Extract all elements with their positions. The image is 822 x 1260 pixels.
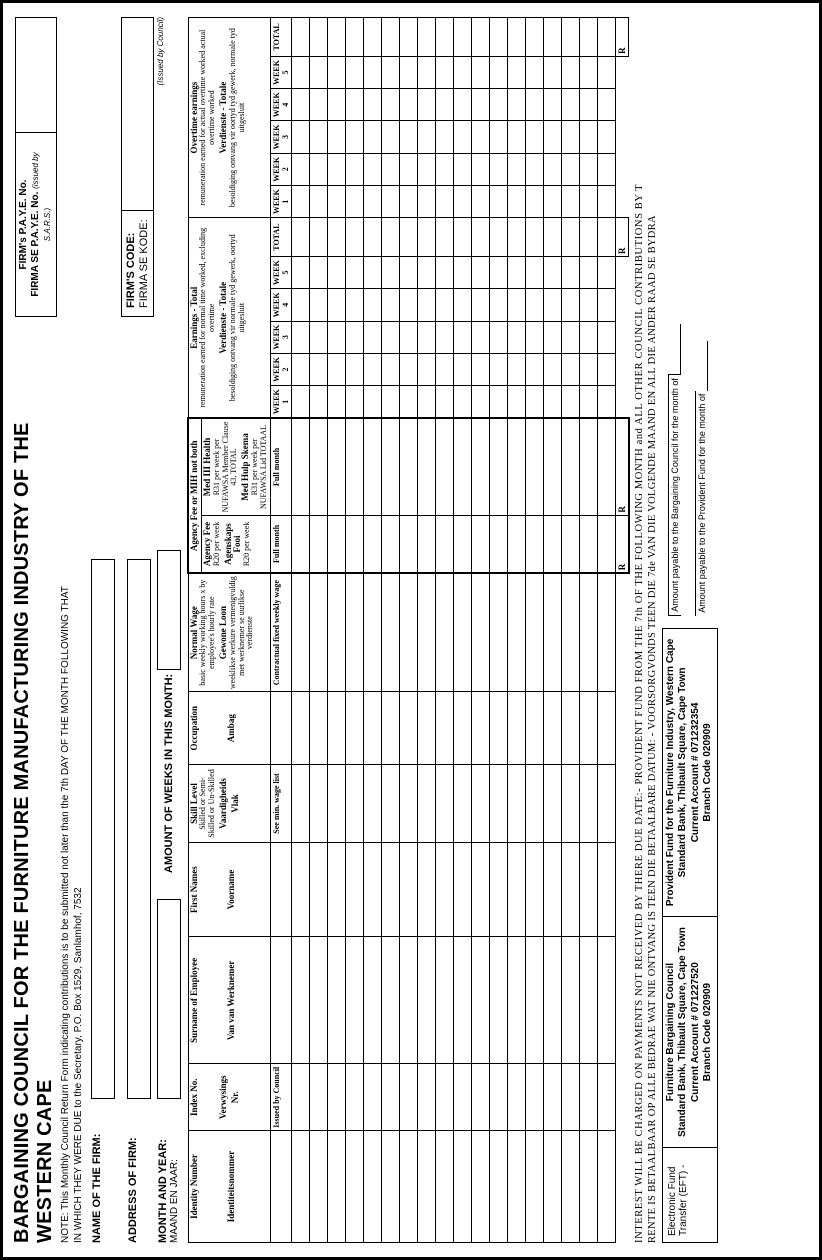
note-text: NOTE: This Monthly Council Return Form i…	[60, 317, 85, 1243]
col-agency-fee: Agency Fee R20 per week Agenskaps Fooi R…	[201, 515, 270, 573]
table-row[interactable]	[525, 18, 543, 1243]
issued-by-council: Issued by Council	[270, 1064, 291, 1131]
table-row[interactable]	[597, 18, 615, 1243]
col-identity: Identity Number Identiteitsnommer	[188, 1131, 270, 1243]
interest-note: INTEREST WILL BE CHARGED ON PAYMENTS NOT…	[634, 17, 645, 1243]
col-surname: Surname of Employee Van van Werknemer	[188, 937, 270, 1064]
rente-note: RENTE IS BETAALBAAR OP ALLE BEDRAE WAT N…	[647, 17, 658, 1243]
total-r-ot: R	[615, 18, 629, 57]
table-row[interactable]	[489, 18, 507, 1243]
week4-e: WEEK 4	[270, 289, 291, 321]
table-row[interactable]	[453, 18, 471, 1243]
firm-address-label: ADDRESS OF FIRM:	[127, 1103, 151, 1243]
col-normal-wage: Normal Wage basic weekly working hours x…	[188, 573, 270, 691]
paye-field[interactable]	[16, 18, 56, 132]
weeks-field[interactable]	[157, 550, 181, 670]
firm-address-field[interactable]	[127, 559, 151, 1099]
table-row[interactable]	[309, 18, 327, 1243]
week3-o: WEEK 3	[270, 121, 291, 153]
week2-o: WEEK 2	[270, 153, 291, 185]
table-row[interactable]	[543, 18, 561, 1243]
table-row[interactable]	[381, 18, 399, 1243]
col-firstnames: First Names Voorname	[188, 842, 270, 937]
return-table: Identity Number Identiteitsnommer Index …	[187, 17, 630, 1243]
table-row[interactable]	[417, 18, 435, 1243]
table-row[interactable]	[579, 18, 597, 1243]
firm-code-box: FIRM'S CODE: FIRMA SE KODE:	[121, 17, 154, 317]
bank-provident: Provident Fund for the Furniture Industr…	[663, 629, 717, 916]
week3-e: WEEK 3	[270, 321, 291, 353]
week5-e: WEEK 5	[270, 256, 291, 288]
see-wage-list: See min. wage list	[270, 765, 291, 842]
col-mih: Med III Health R31 per week per NUFAWSA …	[201, 418, 270, 515]
issued-note: (Issued by Council)	[156, 17, 165, 317]
fullmonth-agency: Full month	[270, 515, 291, 573]
table-row[interactable]	[507, 18, 525, 1243]
firm-name-field[interactable]	[91, 559, 115, 1099]
weeks-label: AMOUNT OF WEEKS IN THIS MONTH:	[163, 674, 175, 873]
table-row[interactable]	[363, 18, 381, 1243]
month-year-label: MONTH AND YEAR: MAAND EN JAAR:	[157, 1103, 181, 1243]
table-row[interactable]	[435, 18, 453, 1243]
total-o: TOTAL	[270, 18, 291, 57]
eft-label: Electronic FundTransfer (EFT) -	[663, 1147, 717, 1242]
month-year-field[interactable]	[157, 899, 181, 1099]
fullmonth-mih: Full month	[270, 418, 291, 515]
table-row[interactable]	[561, 18, 579, 1243]
page-title: BARGAINING COUNCIL FOR THE FURNITURE MAN…	[11, 317, 57, 1243]
week2-e: WEEK 2	[270, 353, 291, 385]
table-row[interactable]	[399, 18, 417, 1243]
table-row[interactable]	[471, 18, 489, 1243]
firm-code-field[interactable]	[122, 40, 153, 210]
contractual-wage: Contractual fixed weekly wage	[270, 573, 291, 691]
col-overtime: Overtime earnings remuneration earned fo…	[188, 18, 270, 218]
col-index: Index No. Verwysings Nr.	[188, 1064, 270, 1131]
table-row[interactable]	[345, 18, 363, 1243]
table-row[interactable]	[327, 18, 345, 1243]
bank-council: Furniture Bargaining Council Standard Ba…	[663, 916, 717, 1147]
col-agency-group: Agency Fee or MIH not both	[188, 418, 201, 573]
week1-o: WEEK 1	[270, 185, 291, 217]
col-earnings: Earnings - Total remuneration earned for…	[188, 218, 270, 419]
total-r-earn: R	[615, 218, 629, 257]
paye-box: FIRM's P.A.Y.E. No. FIRMA SE P.A.Y.E. No…	[15, 17, 57, 317]
week4-o: WEEK 4	[270, 89, 291, 121]
eft-box: Electronic FundTransfer (EFT) - Furnitur…	[662, 628, 718, 1243]
total-e: TOTAL	[270, 218, 291, 257]
amount-payable: Amount payable to the Bargaining Council…	[662, 17, 718, 616]
week1-e: WEEK 1	[270, 386, 291, 419]
firm-name-label: NAME OF THE FIRM:	[91, 1103, 115, 1243]
week5-o: WEEK 5	[270, 56, 291, 88]
total-r-agency: R	[615, 515, 629, 573]
col-occupation: Occupation Ambag	[188, 692, 270, 765]
total-r-mih: R	[615, 418, 629, 515]
table-row[interactable]	[291, 18, 309, 1243]
col-skill: Skill Level Skilled or Semi-Skilled or U…	[188, 765, 270, 842]
